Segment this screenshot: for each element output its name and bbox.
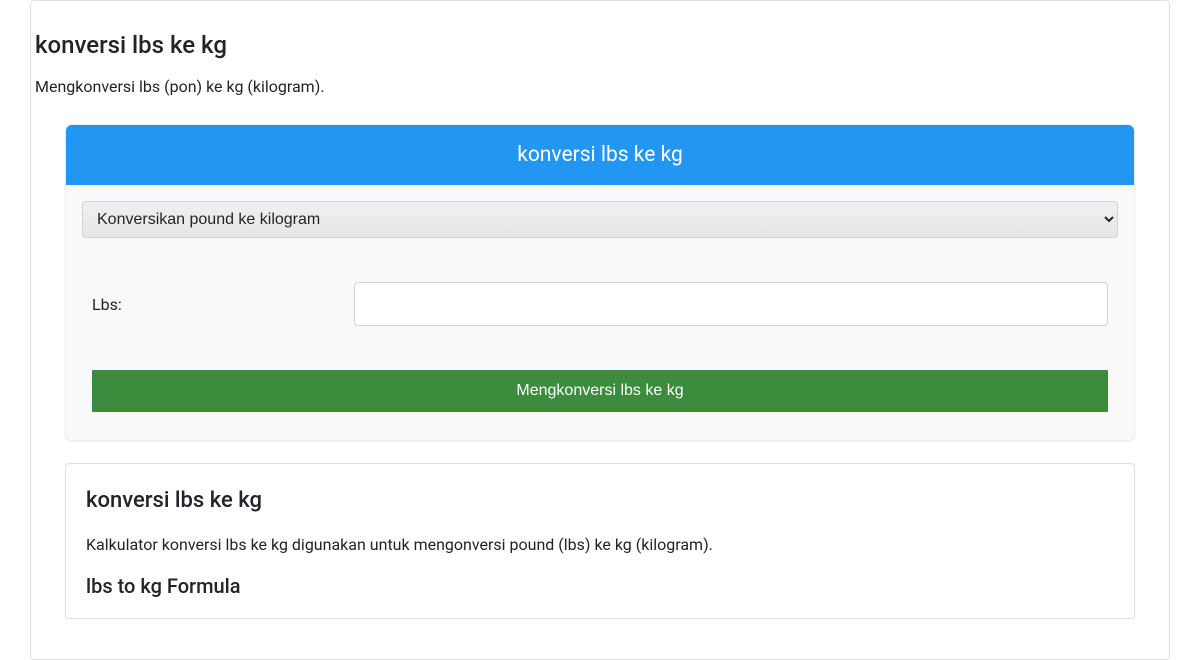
card-header: konversi lbs ke kg (66, 125, 1134, 185)
lbs-label: Lbs: (92, 295, 354, 314)
page-container: konversi lbs ke kg Mengkonversi lbs (pon… (30, 0, 1170, 660)
select-wrap: Konversikan pound ke kilogram (82, 201, 1118, 282)
convert-button[interactable]: Mengkonversi lbs ke kg (92, 370, 1108, 412)
info-title: konversi lbs ke kg (86, 488, 1114, 513)
card-body: Konversikan pound ke kilogram Lbs: Mengk… (66, 185, 1134, 440)
info-card: konversi lbs ke kg Kalkulator konversi l… (65, 463, 1135, 619)
converter-card: konversi lbs ke kg Konversikan pound ke … (65, 124, 1135, 441)
page-subtitle: Mengkonversi lbs (pon) ke kg (kilogram). (31, 77, 1169, 96)
page-title: konversi lbs ke kg (31, 19, 1169, 59)
input-row: Lbs: (82, 282, 1118, 326)
info-text: Kalkulator konversi lbs ke kg digunakan … (86, 535, 1114, 554)
lbs-input[interactable] (354, 282, 1108, 326)
conversion-type-select[interactable]: Konversikan pound ke kilogram (82, 201, 1118, 238)
info-subtitle: lbs to kg Formula (86, 574, 1114, 598)
